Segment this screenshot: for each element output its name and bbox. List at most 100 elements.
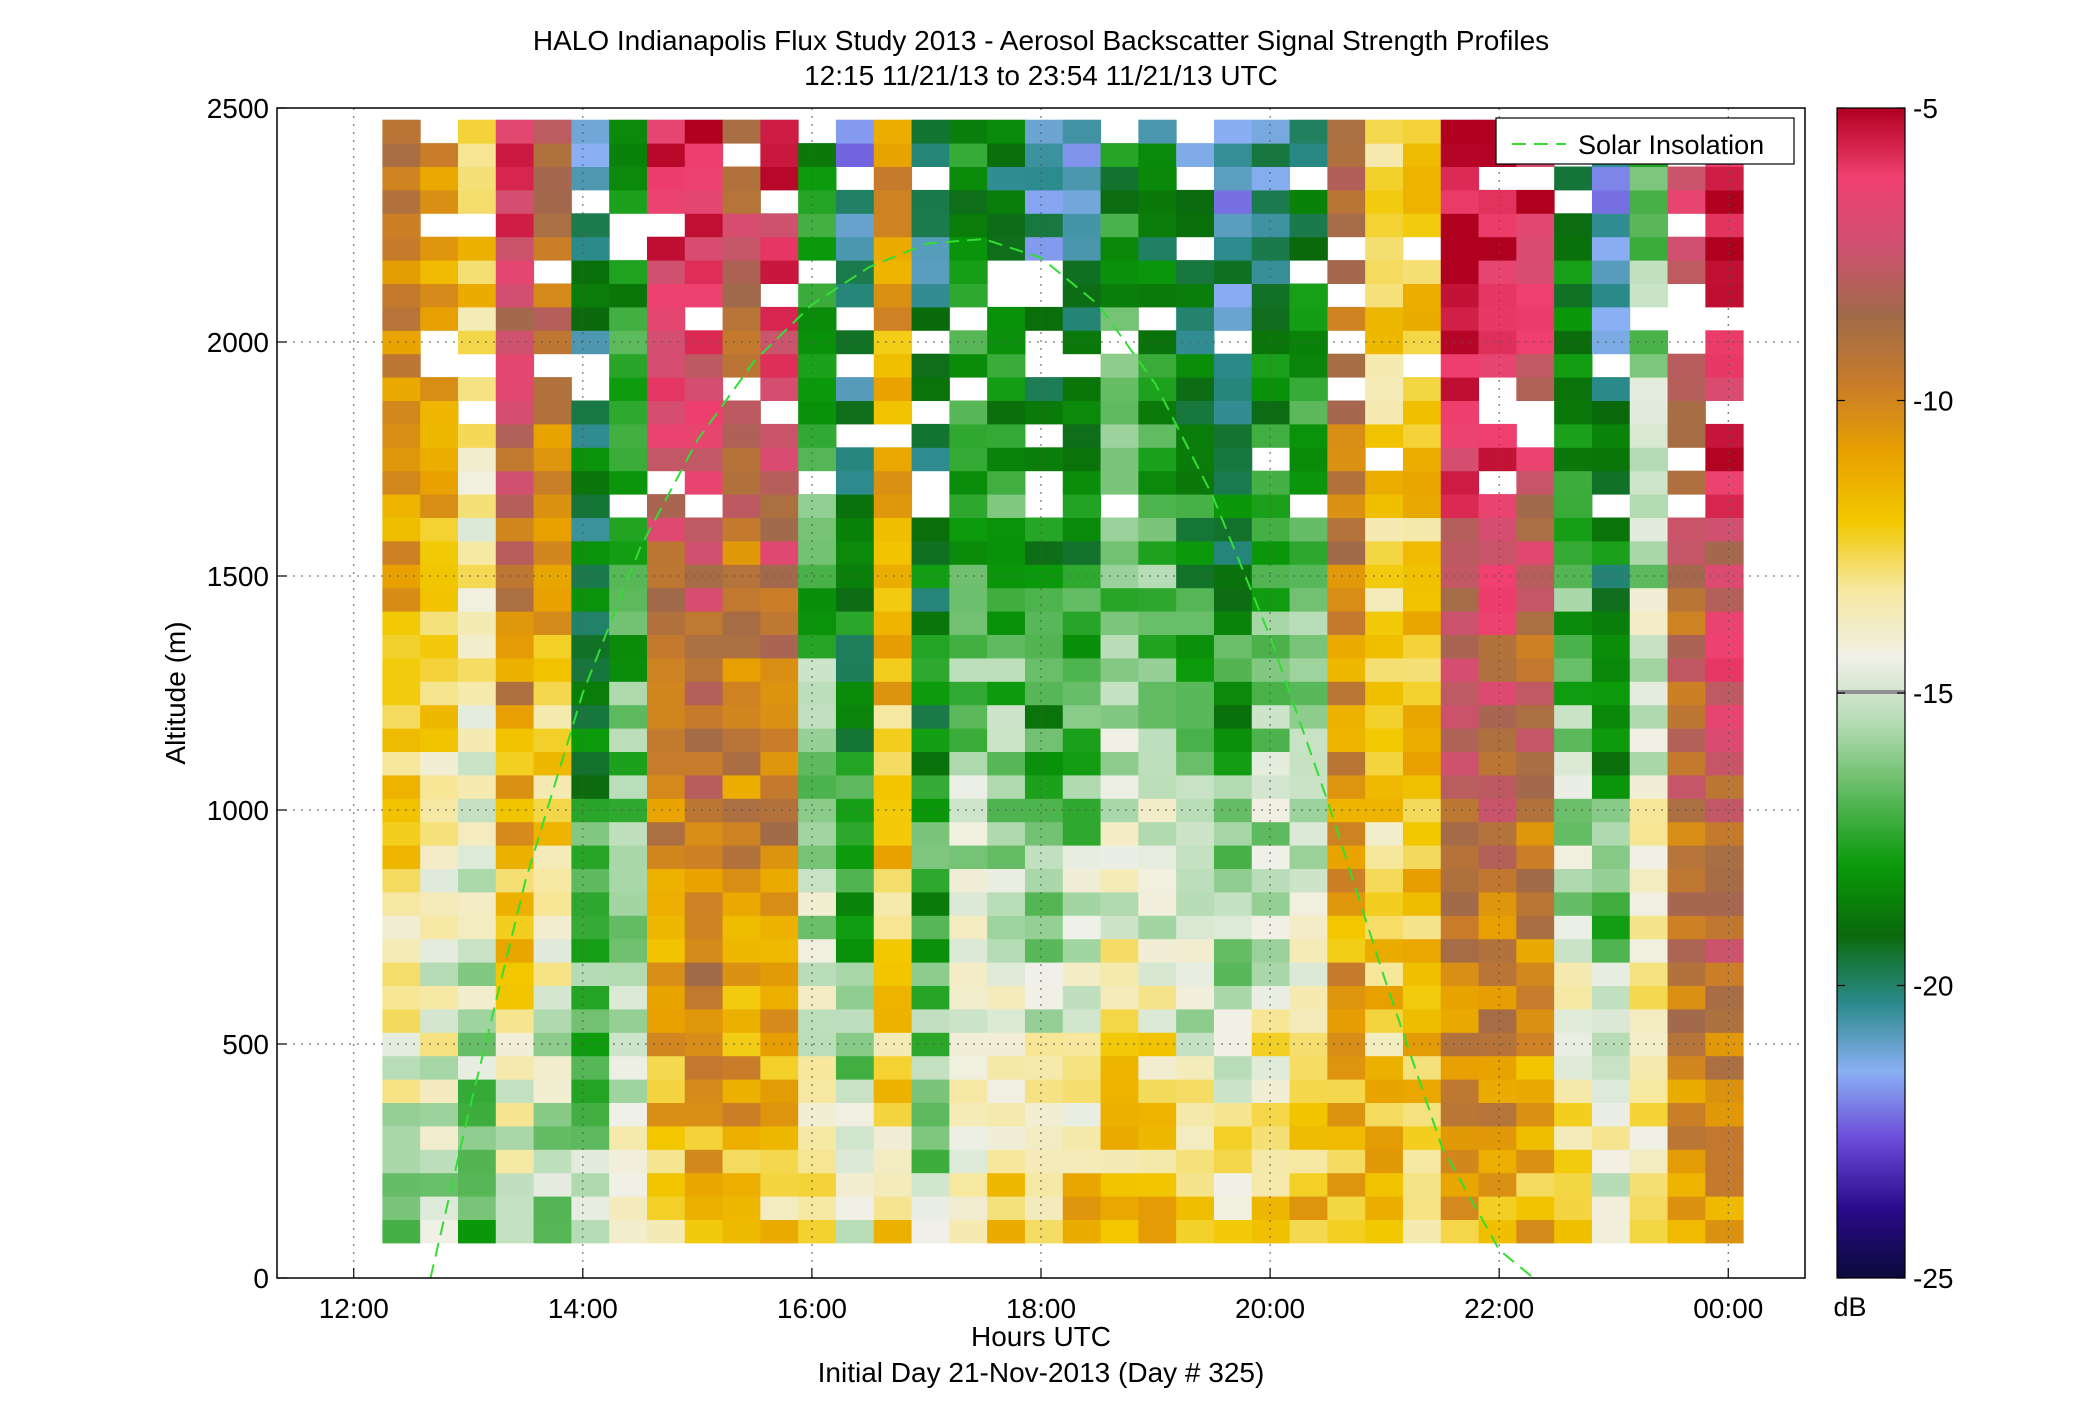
heatmap-cell [1667,915,1706,940]
heatmap-cell [1478,587,1517,612]
y-tick-label: 1000 [207,795,269,826]
heatmap-cell [949,728,988,752]
heatmap-cell [1629,891,1669,916]
heatmap-cell [949,1055,988,1080]
heatmap-cell [873,213,913,238]
heatmap-cell [571,915,610,940]
heatmap-cell [1100,751,1139,776]
heatmap-cell [684,868,724,893]
x-tick-label: 14:00 [548,1293,618,1324]
heatmap-cell [533,845,572,869]
heatmap-cell [798,1125,837,1150]
heatmap-cell [1591,1125,1631,1150]
heatmap-cell [382,494,421,518]
heatmap-cell [873,1149,913,1174]
heatmap-cell [1213,657,1253,682]
heatmap-cell [1365,751,1404,776]
heatmap-cell [1629,728,1669,752]
heatmap-cell [1440,1219,1480,1244]
heatmap-cell [1440,283,1480,308]
heatmap-cell [1591,751,1631,776]
heatmap-cell [949,587,988,612]
heatmap-cell [911,143,950,167]
y-tick-label: 0 [253,1263,269,1294]
heatmap-cell [1667,470,1706,495]
heatmap-cell [798,423,837,448]
heatmap-cell [760,494,799,518]
heatmap-cell [609,306,648,331]
heatmap-cell [1213,1125,1253,1150]
heatmap-cell [760,1055,799,1080]
heatmap-cell [382,306,421,331]
heatmap-cell [533,1172,572,1197]
heatmap-cell [1365,728,1404,752]
heatmap-cell [798,1008,837,1033]
heatmap-cell [457,611,497,635]
heatmap-cell [1478,1079,1517,1103]
heatmap-cell [798,143,837,167]
heatmap-cell [1327,1196,1366,1220]
heatmap-cell [760,1032,799,1057]
heatmap-cell [911,704,950,729]
heatmap-cell [533,143,572,167]
heatmap-cell [1327,774,1366,799]
heatmap-cell [911,1079,950,1103]
chart-subtitle: 12:15 11/21/13 to 23:54 11/21/13 UTC [804,60,1278,91]
heatmap-cell [911,891,950,916]
heatmap-cell [420,447,459,472]
heatmap-cell [1062,1008,1102,1033]
heatmap-cell [873,494,913,518]
heatmap-cell [1667,657,1706,682]
heatmap-cell [1062,564,1102,589]
heatmap-cell [1629,1032,1669,1057]
heatmap-cell [1138,540,1177,565]
heatmap-cell [533,868,572,893]
heatmap-cell [1591,1102,1631,1127]
heatmap-cell [1289,634,1328,659]
heatmap-cell [420,470,459,495]
heatmap-cell [1024,1055,1064,1080]
heatmap-cell [911,728,950,752]
heatmap-cell [1176,143,1215,167]
heatmap-cell [987,213,1026,238]
heatmap-cell [1478,447,1517,472]
heatmap-cell [1251,962,1291,986]
heatmap-cell [1554,985,1593,1010]
heatmap-cell [420,236,459,261]
heatmap-cell [1176,798,1215,823]
heatmap-cell [1176,283,1215,308]
heatmap-cell [1478,1008,1517,1033]
heatmap-cell [1062,517,1102,542]
heatmap-cell [1062,1125,1102,1150]
heatmap-cell [646,1032,686,1057]
heatmap-cell [571,657,610,682]
heatmap-cell [1516,1008,1555,1033]
heatmap-cell [835,119,875,144]
heatmap-cell [1440,962,1480,986]
heatmap-cell [646,962,686,986]
heatmap-cell [1402,704,1442,729]
heatmap-cell [1591,377,1631,401]
heatmap-cell [1327,587,1366,612]
heatmap-cell [571,634,610,659]
heatmap-cell [1176,400,1215,425]
heatmap-cell [420,1102,459,1127]
heatmap-cell [1251,306,1291,331]
heatmap-cell [1440,400,1480,425]
heatmap-cell [1705,236,1744,261]
heatmap-cell [1629,1172,1669,1197]
heatmap-cell [911,798,950,823]
heatmap-cell [1138,166,1177,191]
heatmap-cell [1176,1196,1215,1220]
heatmap-cell [684,1032,724,1057]
heatmap-cell [987,634,1026,659]
heatmap-cell [533,704,572,729]
heatmap-cell [533,587,572,612]
heatmap-cell [684,517,724,542]
heatmap-cell [949,611,988,635]
heatmap-cell [949,915,988,940]
heatmap-cell [1516,1125,1555,1150]
heatmap-cell [1062,915,1102,940]
heatmap-cell [873,774,913,799]
heatmap-cell [646,657,686,682]
